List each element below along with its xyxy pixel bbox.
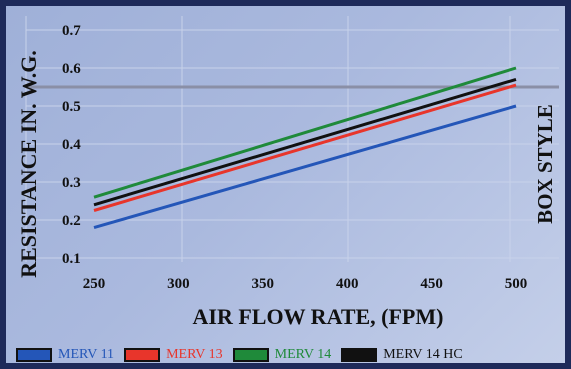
legend-swatch xyxy=(124,347,161,362)
x-tick-label: 250 xyxy=(83,276,106,292)
y-tick-label: 0.3 xyxy=(62,175,81,191)
legend-item: MERV 14 xyxy=(232,346,332,363)
x-tick-label: 500 xyxy=(505,276,528,292)
legend-item: MERV 11 xyxy=(16,347,114,363)
legend-label: MERV 13 xyxy=(166,346,223,362)
box-style-label: BOX STYLE xyxy=(533,104,557,224)
legend-label: MERV 11 xyxy=(58,346,115,362)
legend-item: MERV 14 HC xyxy=(341,347,463,363)
legend: MERV 11 MERV 13 MERV 14 MERV 14 HC xyxy=(6,340,565,363)
legend-swatch xyxy=(341,347,378,362)
series-layer xyxy=(93,66,517,230)
series-line-merv-14 xyxy=(93,66,517,199)
y-tick-label: 0.4 xyxy=(62,137,81,153)
x-axis-title: AIR FLOW RATE, (FPM) xyxy=(193,304,444,329)
line-chart: 250 300 350 400 450 500 0.1 0.2 0.3 0.4 0.5 0.6 0.7… xyxy=(16,16,559,329)
grid-lines xyxy=(25,16,559,262)
x-tick-labels: 250 300 350 400 450 500 xyxy=(83,276,528,292)
x-tick-label: 350 xyxy=(252,276,275,292)
y-tick-label: 0.2 xyxy=(62,213,81,229)
y-tick-label: 0.7 xyxy=(62,23,81,39)
x-tick-label: 450 xyxy=(420,276,443,292)
y-tick-labels: 0.1 0.2 0.3 0.4 0.5 0.6 0.7 xyxy=(62,23,81,267)
legend-item: MERV 13 xyxy=(124,347,223,363)
x-tick-label: 400 xyxy=(336,276,359,292)
y-tick-label: 0.6 xyxy=(62,61,81,77)
y-axis-title: RESISTANCE IN. W.G. xyxy=(16,50,41,278)
series-line-merv-11 xyxy=(93,104,517,230)
y-tick-label: 0.1 xyxy=(62,251,81,267)
legend-label: MERV 14 xyxy=(274,346,332,362)
series-line-merv-13 xyxy=(93,83,517,212)
x-tick-label: 300 xyxy=(167,276,190,292)
y-tick-label: 0.5 xyxy=(62,99,81,115)
legend-swatch xyxy=(232,347,269,362)
legend-swatch xyxy=(16,347,52,362)
series-line-merv-14-hc xyxy=(93,77,517,207)
legend-label: MERV 14 HC xyxy=(383,346,463,362)
